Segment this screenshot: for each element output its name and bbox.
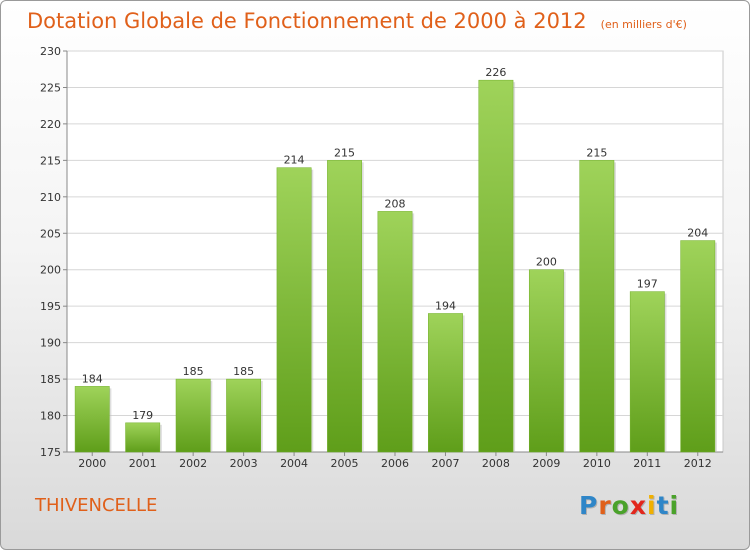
chart-subtitle: (en milliers d'€): [600, 18, 687, 31]
bar-2009: [528, 269, 564, 453]
proxiti-logo: Proxiti: [579, 491, 679, 520]
bar-2007: [428, 313, 463, 453]
x-tick-label: 2003: [230, 457, 258, 470]
data-label: 185: [233, 365, 254, 378]
bar-2002: [175, 378, 211, 453]
bar-2006: [377, 211, 413, 453]
bar-2005: [327, 160, 362, 453]
logo-letter: P: [579, 491, 599, 520]
bar-2003: [226, 378, 262, 453]
x-tick-label: 2001: [129, 457, 157, 470]
bar-2000: [74, 386, 110, 453]
y-tick-label: 220: [40, 118, 61, 131]
y-tick-label: 180: [40, 410, 61, 423]
bar-layer: [74, 79, 717, 453]
y-tick-label: 195: [40, 300, 61, 313]
data-label: 200: [536, 256, 557, 269]
data-label: 215: [586, 146, 607, 159]
logo-letter: i: [669, 491, 680, 520]
data-label: 197: [637, 278, 658, 291]
x-tick-label: 2004: [280, 457, 308, 470]
bar-2008: [478, 79, 514, 453]
data-label: 214: [284, 154, 305, 167]
y-tick-label: 225: [40, 81, 61, 94]
x-tick-label: 2008: [482, 457, 510, 470]
label-layer: 184 179 185 185 214 215 208 194 226 200 215 197 204: [82, 66, 709, 422]
y-tick-label: 200: [40, 264, 61, 277]
x-tick-label: 2009: [532, 457, 560, 470]
x-tick-label: 2012: [684, 457, 712, 470]
x-tick-label: 2010: [583, 457, 611, 470]
bar-2004: [276, 167, 312, 453]
data-label: 184: [82, 372, 103, 385]
data-label: 194: [435, 299, 456, 312]
bar-2011: [629, 291, 665, 453]
y-tick-label: 230: [40, 45, 61, 58]
y-tick-label: 175: [40, 446, 61, 459]
y-tick-label: 210: [40, 191, 61, 204]
x-tick-label: 2005: [331, 457, 359, 470]
chart-title-text: Dotation Globale de Fonctionnement de 20…: [27, 9, 587, 33]
x-tick-label: 2011: [633, 457, 661, 470]
y-tick-label: 215: [40, 154, 61, 167]
y-tick-label: 190: [40, 337, 61, 350]
data-label: 208: [385, 197, 406, 210]
x-tick-label: 2002: [179, 457, 207, 470]
x-tick-label: 2007: [431, 457, 459, 470]
y-tick-label: 205: [40, 227, 61, 240]
data-label: 179: [132, 409, 153, 422]
logo-letter: i: [647, 491, 657, 520]
data-label: 185: [183, 365, 204, 378]
data-label: 215: [334, 146, 355, 159]
bar-2010: [579, 160, 615, 453]
x-tick-label: 2006: [381, 457, 409, 470]
y-tick-label: 185: [40, 373, 61, 386]
data-label: 226: [485, 66, 506, 79]
bar-2012: [680, 240, 716, 453]
commune-name: THIVENCELLE: [35, 495, 158, 516]
bar-2001: [125, 422, 161, 453]
data-label: 204: [687, 227, 708, 240]
chart-title: Dotation Globale de Fonctionnement de 20…: [27, 9, 687, 33]
logo-letter: o: [611, 491, 630, 520]
axis-layer: 175 180 185 190 195 200 205 210 215 220 225 230 2000…: [40, 45, 723, 470]
x-tick-label: 2000: [78, 457, 106, 470]
logo-letter: r: [598, 491, 612, 520]
logo-letter: x: [629, 491, 647, 520]
logo-letter: t: [656, 491, 670, 520]
